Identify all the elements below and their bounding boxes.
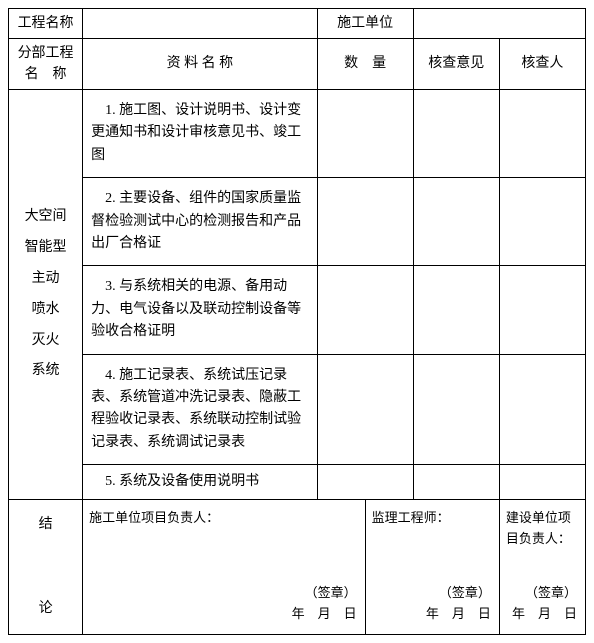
- opinion-1: [413, 90, 499, 178]
- sig3-seal: （签章）: [525, 585, 577, 600]
- sig2-seal: （签章）: [439, 585, 491, 600]
- label-conclusion-l2: 论: [39, 601, 53, 616]
- item-3: 3. 与系统相关的电源、备用动力、电气设备以及联动控制设备等验收合格证明: [83, 266, 317, 354]
- table-row: 大空间 智能型 主动 喷水 灭火 系统 1. 施工图、设计说明书、设计变更通知书…: [9, 90, 586, 178]
- label-project-name: 工程名称: [9, 9, 83, 39]
- table-row: 3. 与系统相关的电源、备用动力、电气设备以及联动控制设备等验收合格证明: [9, 266, 586, 354]
- value-construction-unit: [413, 9, 585, 39]
- label-reviewer: 核查人: [499, 39, 585, 90]
- opinion-5: [413, 465, 499, 500]
- section-title-l2: 智能型: [25, 240, 67, 255]
- table-row: 5. 系统及设备使用说明书: [9, 465, 586, 500]
- qty-4: [317, 354, 413, 465]
- sig3-date: 年 月 日: [512, 606, 577, 621]
- section-title-l6: 系统: [32, 363, 60, 378]
- sig2-date: 年 月 日: [426, 606, 491, 621]
- reviewer-5: [499, 465, 585, 500]
- sig2-title: 监理工程师：: [372, 508, 493, 529]
- qty-2: [317, 178, 413, 266]
- opinion-4: [413, 354, 499, 465]
- label-sub-project-l1: 分部工程: [18, 46, 74, 61]
- opinion-3: [413, 266, 499, 354]
- item-1: 1. 施工图、设计说明书、设计变更通知书和设计审核意见书、竣工图: [83, 90, 317, 178]
- section-title-l5: 灭火: [32, 333, 60, 348]
- qty-1: [317, 90, 413, 178]
- label-quantity: 数 量: [317, 39, 413, 90]
- reviewer-2: [499, 178, 585, 266]
- section-title-l1: 大空间: [25, 209, 67, 224]
- row-conclusion: 结 论 施工单位项目负责人： （签章） 年 月 日 监理工程师： （签章） 年 …: [9, 500, 586, 635]
- table-row: 4. 施工记录表、系统试压记录表、系统管道冲洗记录表、隐蔽工程验收记录表、系统联…: [9, 354, 586, 465]
- label-sub-project: 分部工程 名 称: [9, 39, 83, 90]
- label-conclusion-l1: 结: [39, 517, 53, 532]
- section-title-l3: 主动: [32, 271, 60, 286]
- sig1-date: 年 月 日: [292, 606, 357, 621]
- sig3-title: 建设单位项目负责人：: [506, 508, 579, 550]
- table-row: 2. 主要设备、组件的国家质量监督检验测试中心的检测报告和产品出厂合格证: [9, 178, 586, 266]
- row-project: 工程名称 施工单位: [9, 9, 586, 39]
- section-title-l4: 喷水: [32, 302, 60, 317]
- label-review-opinion: 核查意见: [413, 39, 499, 90]
- sig1-title: 施工单位项目负责人：: [89, 508, 358, 529]
- sig-supervisor: 监理工程师： （签章） 年 月 日: [365, 500, 499, 635]
- reviewer-4: [499, 354, 585, 465]
- item-4: 4. 施工记录表、系统试压记录表、系统管道冲洗记录表、隐蔽工程验收记录表、系统联…: [83, 354, 317, 465]
- label-material-name: 资 料 名 称: [83, 39, 317, 90]
- sig1-seal: （签章）: [305, 585, 357, 600]
- label-conclusion: 结 论: [9, 500, 83, 635]
- reviewer-3: [499, 266, 585, 354]
- section-title-cell: 大空间 智能型 主动 喷水 灭火 系统: [9, 90, 83, 500]
- opinion-2: [413, 178, 499, 266]
- item-5: 5. 系统及设备使用说明书: [83, 465, 317, 500]
- sig-owner: 建设单位项目负责人： （签章） 年 月 日: [499, 500, 585, 635]
- qty-5: [317, 465, 413, 500]
- label-sub-project-l2: 名 称: [25, 67, 67, 82]
- item-2: 2. 主要设备、组件的国家质量监督检验测试中心的检测报告和产品出厂合格证: [83, 178, 317, 266]
- value-project-name: [83, 9, 317, 39]
- reviewer-1: [499, 90, 585, 178]
- row-headers: 分部工程 名 称 资 料 名 称 数 量 核查意见 核查人: [9, 39, 586, 90]
- label-construction-unit: 施工单位: [317, 9, 413, 39]
- sig-construction: 施工单位项目负责人： （签章） 年 月 日: [83, 500, 365, 635]
- qty-3: [317, 266, 413, 354]
- inspection-form-table: 工程名称 施工单位 分部工程 名 称 资 料 名 称 数 量 核查意见 核查人 …: [8, 8, 586, 635]
